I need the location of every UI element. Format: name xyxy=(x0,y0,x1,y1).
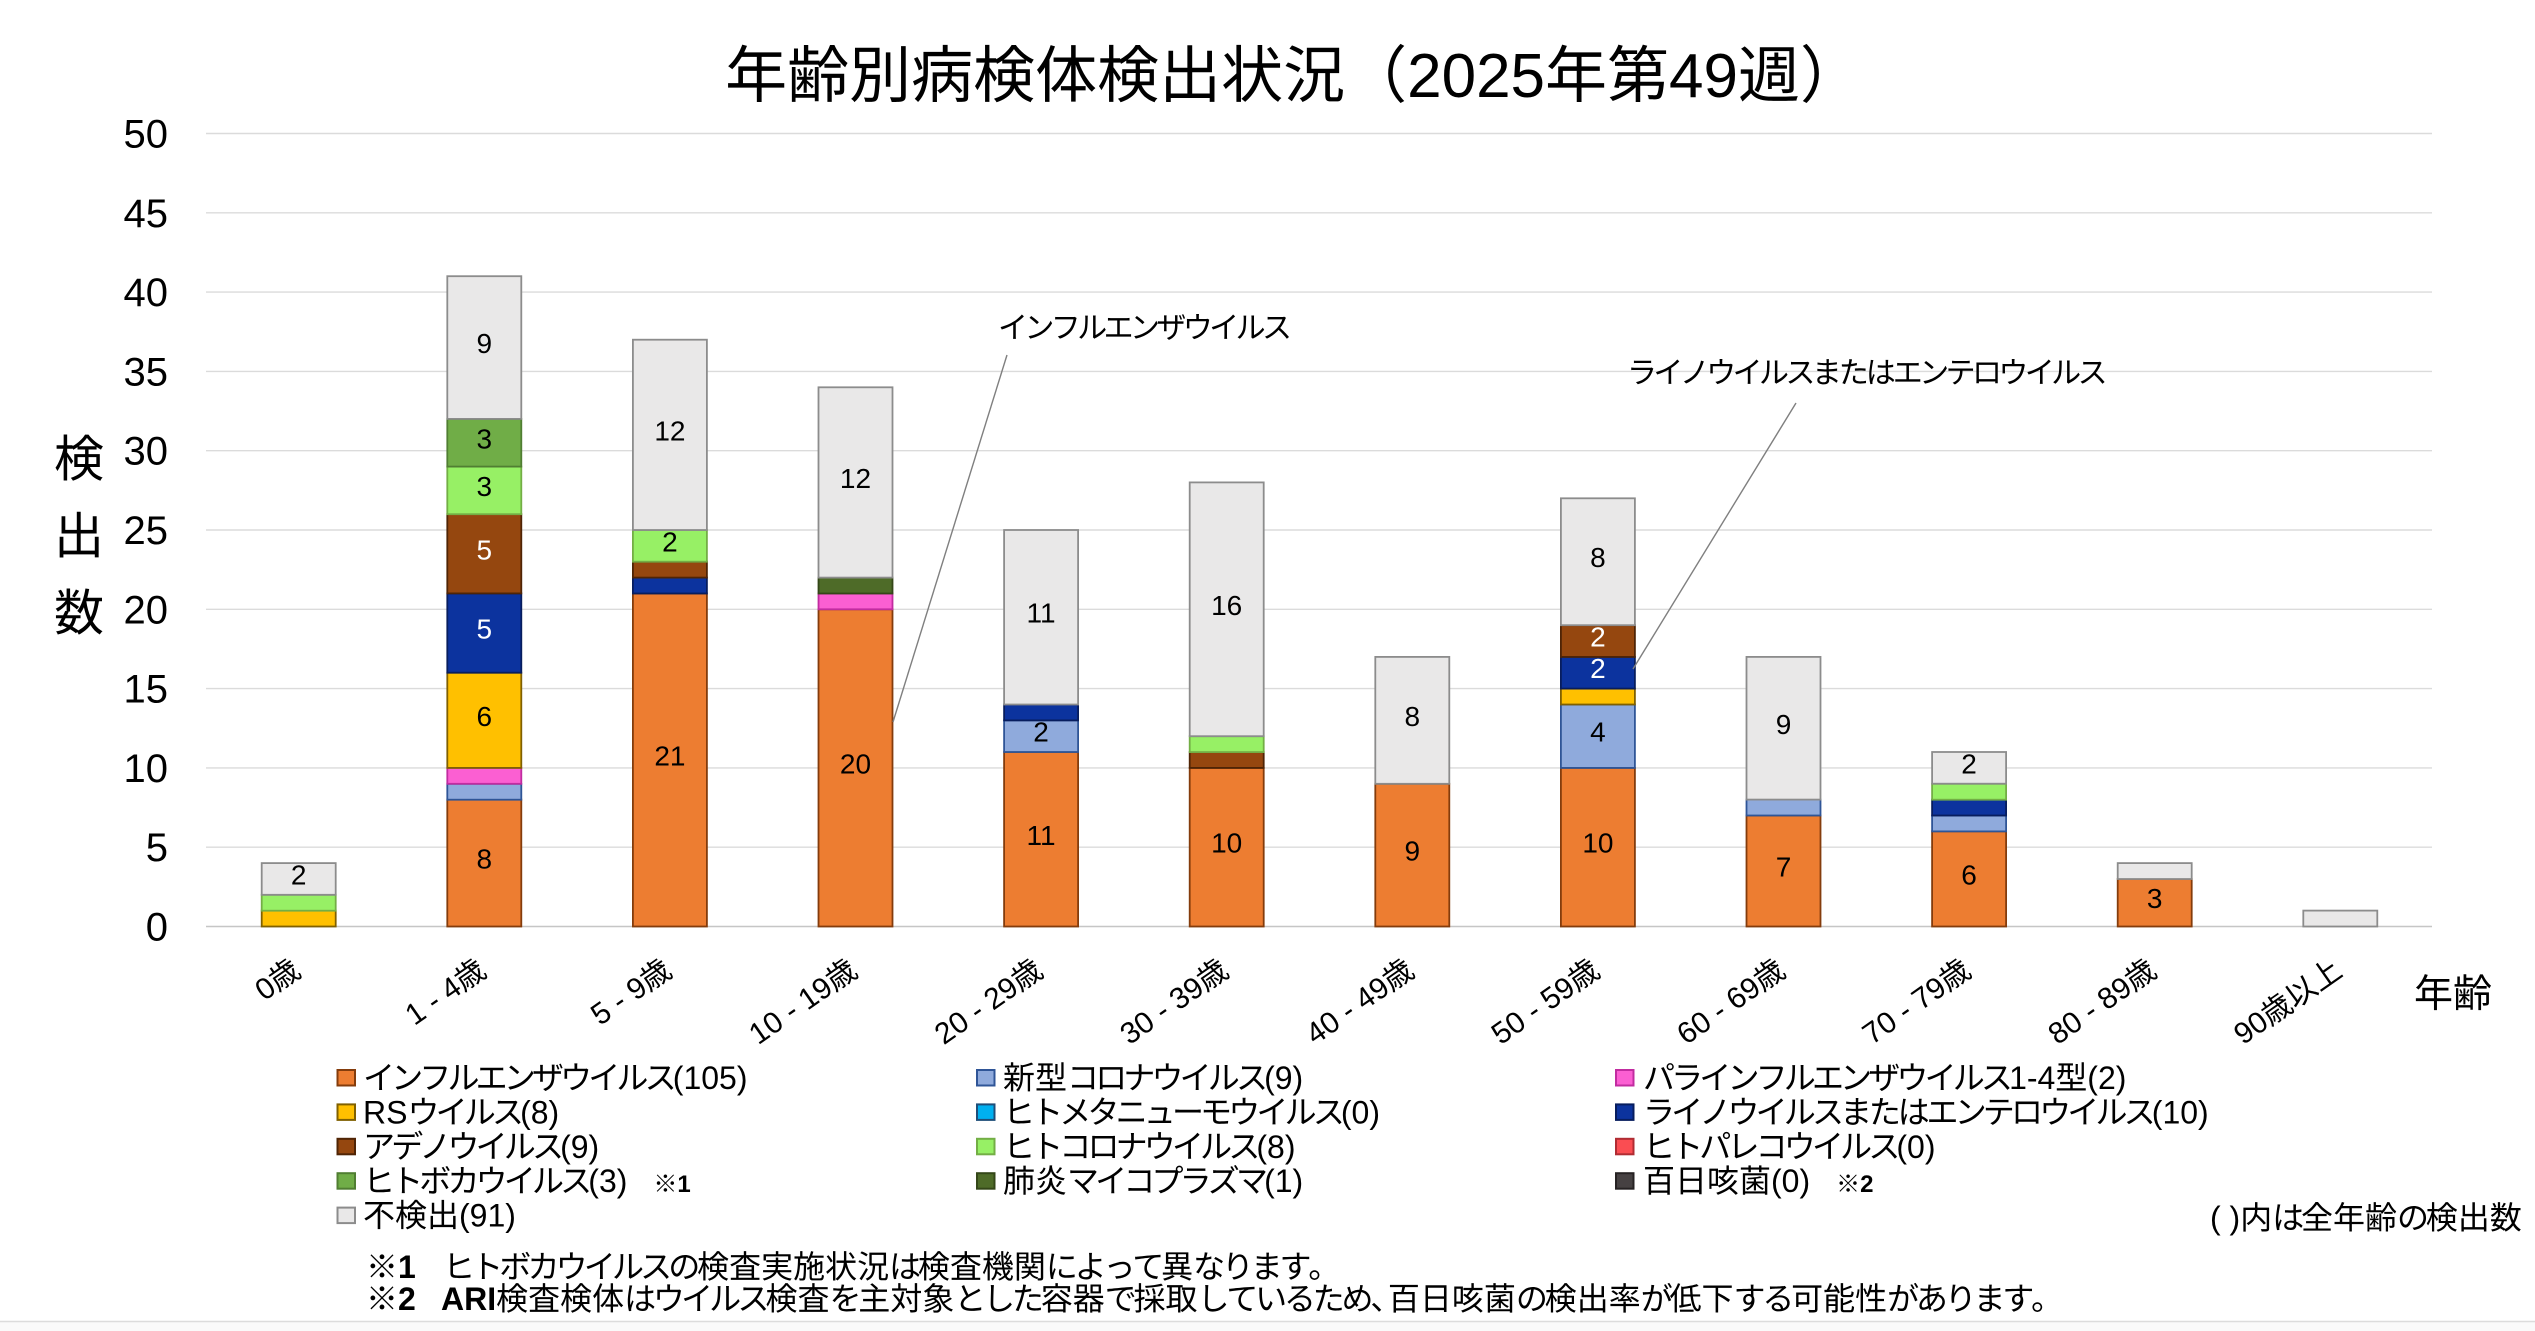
svg-text:0: 0 xyxy=(146,906,168,950)
svg-text:( ): ( ) xyxy=(2210,1200,2240,1236)
svg-text:7: 7 xyxy=(1776,852,1792,883)
svg-text:2025: 2025 xyxy=(1407,42,1545,111)
svg-text:2: 2 xyxy=(291,859,307,890)
svg-text:(1): (1) xyxy=(1264,1163,1303,1199)
svg-text:(0): (0) xyxy=(1896,1129,1935,1165)
svg-text:8: 8 xyxy=(1590,542,1606,573)
svg-text:2: 2 xyxy=(1860,1171,1873,1198)
svg-text:(3): (3) xyxy=(588,1163,627,1199)
svg-text:(2): (2) xyxy=(2087,1060,2126,1096)
svg-text:1-4: 1-4 xyxy=(2009,1060,2055,1096)
svg-text:4: 4 xyxy=(1590,717,1606,748)
svg-text:35: 35 xyxy=(124,350,169,394)
svg-text:45: 45 xyxy=(124,192,169,236)
svg-text:9: 9 xyxy=(1405,836,1421,867)
svg-text:2: 2 xyxy=(1590,653,1606,684)
svg-text:8: 8 xyxy=(1405,701,1421,732)
svg-text:(9): (9) xyxy=(1264,1060,1303,1096)
svg-text:5: 5 xyxy=(477,614,493,645)
svg-text:3: 3 xyxy=(477,471,493,502)
svg-text:10: 10 xyxy=(1211,828,1242,859)
svg-text:20: 20 xyxy=(840,748,871,779)
svg-text:11: 11 xyxy=(1027,598,1056,629)
svg-text:49: 49 xyxy=(1669,42,1738,111)
svg-text:6: 6 xyxy=(477,701,493,732)
svg-text:40: 40 xyxy=(124,271,169,315)
svg-text:(10): (10) xyxy=(2152,1094,2209,1130)
svg-text:25: 25 xyxy=(124,509,169,553)
svg-text:9: 9 xyxy=(1776,709,1792,740)
svg-text:ARI: ARI xyxy=(441,1281,496,1317)
svg-text:12: 12 xyxy=(654,415,685,446)
svg-text:2: 2 xyxy=(398,1281,416,1317)
svg-text:20: 20 xyxy=(124,588,169,632)
svg-text:(105): (105) xyxy=(673,1060,748,1096)
svg-text:3: 3 xyxy=(477,423,493,454)
svg-text:30: 30 xyxy=(124,430,169,474)
svg-text:1: 1 xyxy=(398,1249,416,1285)
svg-text:5: 5 xyxy=(477,534,493,565)
svg-text:(0): (0) xyxy=(1771,1163,1810,1199)
svg-text:2: 2 xyxy=(1961,748,1977,779)
svg-text:(91): (91) xyxy=(459,1198,516,1234)
svg-text:15: 15 xyxy=(124,668,169,712)
svg-text:RS: RS xyxy=(363,1094,407,1130)
svg-text:2: 2 xyxy=(1033,717,1049,748)
svg-text:8: 8 xyxy=(477,844,493,875)
svg-text:16: 16 xyxy=(1211,590,1242,621)
svg-text:10: 10 xyxy=(124,747,169,791)
svg-text:5: 5 xyxy=(146,826,168,870)
svg-text:(8): (8) xyxy=(520,1094,559,1130)
svg-text:(8): (8) xyxy=(1256,1129,1295,1165)
svg-text:(0): (0) xyxy=(1341,1094,1380,1130)
svg-text:1: 1 xyxy=(677,1171,690,1198)
svg-text:10: 10 xyxy=(1582,828,1613,859)
svg-text:9: 9 xyxy=(477,328,493,359)
svg-text:50: 50 xyxy=(124,113,169,157)
svg-text:(9): (9) xyxy=(560,1129,599,1165)
svg-text:21: 21 xyxy=(654,741,685,772)
svg-text:6: 6 xyxy=(1961,859,1977,890)
svg-text:3: 3 xyxy=(2147,883,2163,914)
svg-text:11: 11 xyxy=(1027,820,1056,851)
svg-text:12: 12 xyxy=(840,463,871,494)
svg-text:2: 2 xyxy=(662,526,678,557)
svg-text:2: 2 xyxy=(1590,622,1606,653)
